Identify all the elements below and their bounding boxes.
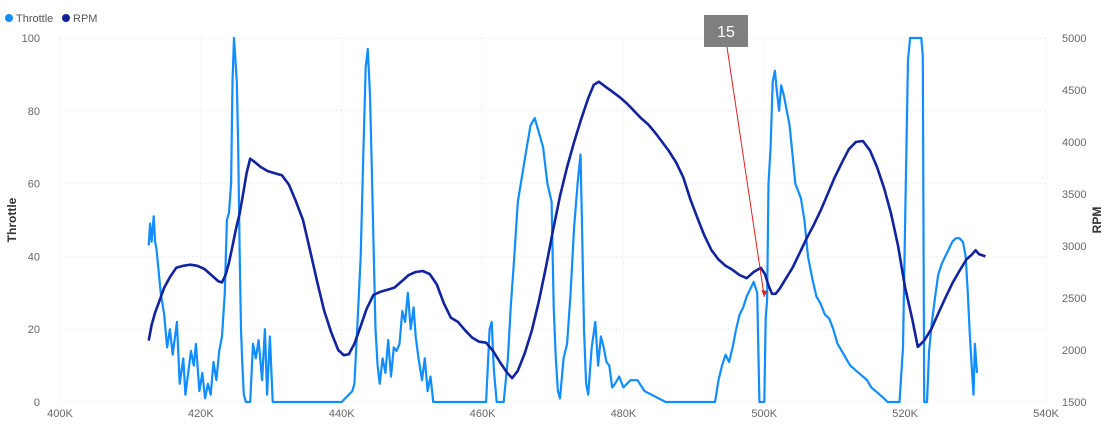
legend-label-rpm: RPM [73, 13, 97, 25]
y-left-tick-label: 80 [28, 106, 40, 118]
y-right-tick-label: 2500 [1062, 293, 1086, 305]
x-tick-label: 520K [892, 408, 918, 420]
y-right-tick-label: 5000 [1062, 33, 1086, 45]
legend-marker-rpm [62, 14, 70, 22]
series-line-rpm[interactable] [147, 80, 986, 380]
callout-box [704, 15, 748, 47]
y-axis-right-title: RPM [1090, 207, 1104, 234]
legend-marker-throttle [5, 14, 13, 22]
legend[interactable]: Throttle RPM [5, 13, 97, 25]
y-right-tick-label: 1500 [1062, 397, 1086, 409]
y-right-tick-label: 4000 [1062, 137, 1086, 149]
gridlines [59, 37, 1047, 403]
y-axis-left-ticks: 0 20 40 60 80 100 [22, 33, 40, 409]
legend-label-throttle: Throttle [16, 13, 53, 25]
x-tick-label: 480K [611, 408, 637, 420]
x-tick-label: 400K [47, 408, 73, 420]
series-line-throttle[interactable] [147, 36, 979, 404]
x-tick-label: 460K [470, 408, 496, 420]
y-left-tick-label: 20 [28, 324, 40, 336]
y-left-tick-label: 40 [28, 251, 40, 263]
y-axis-right-ticks: 1500 2000 2500 3000 3500 4000 4500 5000 [1062, 33, 1086, 409]
y-right-tick-label: 3500 [1062, 189, 1086, 201]
annotation: 15 [704, 15, 768, 298]
y-left-tick-label: 60 [28, 179, 40, 191]
x-tick-label: 500K [751, 408, 777, 420]
x-axis-ticks: 400K 420K 440K 460K 480K 500K 520K 540K [47, 408, 1059, 420]
callout-arrowhead [761, 289, 768, 297]
y-right-tick-label: 3000 [1062, 241, 1086, 253]
plot-area[interactable] [147, 36, 986, 404]
callout-label: 15 [717, 24, 735, 41]
x-tick-label: 540K [1033, 408, 1059, 420]
y-left-tick-label: 100 [22, 33, 40, 45]
y-right-tick-label: 2000 [1062, 345, 1086, 357]
x-tick-label: 420K [188, 408, 214, 420]
callout-arrow [726, 46, 765, 298]
x-tick-label: 440K [329, 408, 355, 420]
y-right-tick-label: 4500 [1062, 85, 1086, 97]
y-left-tick-label: 0 [34, 397, 40, 409]
y-axis-left-title: Throttle [5, 197, 19, 242]
